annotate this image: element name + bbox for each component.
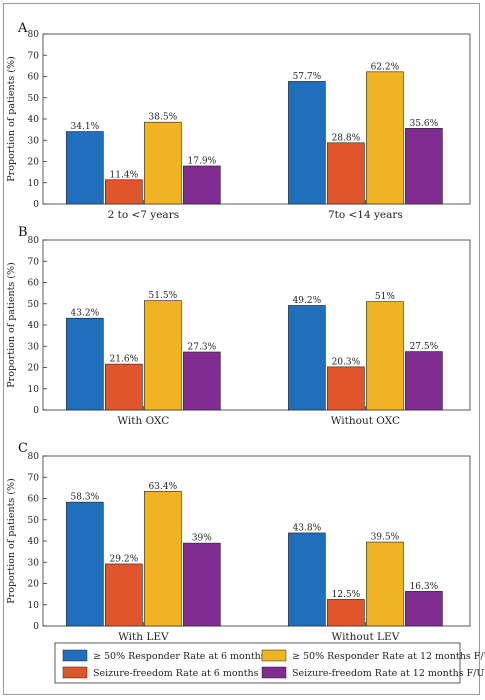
y-tick-label: 20 [28, 158, 40, 168]
y-tick-label: 20 [28, 580, 40, 590]
y-tick-label: 40 [28, 115, 40, 125]
category-label: Without LEV [331, 631, 399, 643]
y-tick-label: 70 [28, 51, 40, 61]
category-label: 7to <14 years [328, 209, 403, 221]
bar [66, 317, 104, 411]
panel-label: C [18, 441, 28, 456]
bar [405, 351, 443, 411]
bar-value-label: 28.8% [332, 133, 361, 143]
bar [288, 305, 326, 411]
y-tick-label: 80 [28, 30, 40, 40]
bar-value-label: 62.2% [371, 62, 400, 72]
y-tick-label: 10 [28, 179, 40, 189]
legend-label: Seizure-freedom Rate at 12 months F/U [292, 668, 484, 679]
bar [183, 351, 221, 411]
legend-swatch [261, 649, 287, 662]
legend-label: ≥ 50% Responder Rate at 6 months F/U [93, 651, 286, 662]
y-tick-label: 60 [28, 279, 40, 289]
y-tick-label: 30 [28, 136, 40, 146]
bar-value-label: 39.5% [371, 533, 400, 543]
bar [144, 121, 182, 205]
y-tick-label: 0 [33, 200, 39, 210]
bar-value-label: 12.5% [332, 590, 361, 600]
y-tick-label: 30 [28, 342, 40, 352]
bar-value-label: 58.3% [71, 493, 100, 503]
legend-swatch [62, 666, 88, 679]
bar [105, 179, 143, 205]
y-tick-label: 10 [28, 385, 40, 395]
bar [105, 563, 143, 627]
bar-value-label: 20.3% [332, 357, 361, 367]
bar [366, 541, 404, 627]
bar-value-label: 16.3% [410, 582, 439, 592]
y-tick-label: 10 [28, 601, 40, 611]
bar-value-label: 51.5% [149, 291, 178, 301]
bar [66, 131, 104, 205]
legend-label: Seizure-freedom Rate at 6 months F/U [93, 668, 279, 679]
bar-value-label: 49.2% [293, 296, 322, 306]
y-tick-label: 70 [28, 257, 40, 267]
bar [366, 71, 404, 205]
y-tick-label: 70 [28, 473, 40, 483]
bar-value-label: 21.6% [110, 355, 139, 365]
y-tick-label: 60 [28, 495, 40, 505]
y-tick-label: 50 [28, 300, 40, 310]
bar [288, 81, 326, 205]
bar-value-label: 43.8% [293, 523, 322, 533]
bar [327, 366, 365, 411]
bar-value-label: 11.4% [110, 170, 139, 180]
y-tick-label: 30 [28, 558, 40, 568]
y-tick-label: 40 [28, 537, 40, 547]
y-tick-label: 50 [28, 94, 40, 104]
y-axis-label: Proportion of patients (%) [6, 478, 17, 603]
bar-value-label: 63.4% [149, 482, 178, 492]
legend-label: ≥ 50% Responder Rate at 12 months F/U [292, 651, 485, 662]
panel-label: A [17, 21, 28, 36]
bar [327, 142, 365, 205]
bar [366, 301, 404, 411]
legend-swatch [62, 649, 88, 662]
y-tick-label: 80 [28, 236, 40, 246]
bar [144, 300, 182, 411]
y-tick-label: 50 [28, 516, 40, 526]
bar-value-label: 43.2% [71, 309, 100, 319]
category-label: With LEV [118, 631, 169, 643]
category-label: With OXC [117, 415, 169, 427]
legend-box [54, 642, 461, 684]
bar-value-label: 35.6% [410, 119, 439, 129]
y-axis-label: Proportion of patients (%) [6, 262, 17, 387]
bar-value-label: 39% [192, 534, 212, 544]
bar [327, 599, 365, 627]
bar [405, 128, 443, 205]
bar-value-label: 29.2% [110, 554, 139, 564]
bar-value-label: 27.5% [410, 342, 439, 352]
y-axis-label: Proportion of patients (%) [6, 56, 17, 181]
figure-frame [3, 3, 480, 695]
bar-value-label: 17.9% [188, 156, 217, 166]
bar [183, 542, 221, 627]
category-label: Without OXC [331, 415, 400, 427]
y-tick-label: 80 [28, 452, 40, 462]
y-tick-label: 40 [28, 321, 40, 331]
bar-value-label: 57.7% [293, 72, 322, 82]
bar [66, 501, 104, 627]
legend-swatch [261, 666, 287, 679]
bar-value-label: 38.5% [149, 113, 178, 123]
bar-value-label: 27.3% [188, 342, 217, 352]
category-label: 2 to <7 years [108, 209, 180, 221]
y-tick-label: 0 [33, 406, 39, 416]
bar [288, 532, 326, 627]
y-tick-label: 0 [33, 622, 39, 632]
bar [183, 165, 221, 205]
y-tick-label: 60 [28, 73, 40, 83]
bar-value-label: 51% [375, 292, 395, 302]
y-tick-label: 20 [28, 364, 40, 374]
panel-label: B [18, 225, 28, 240]
bar-value-label: 34.1% [71, 122, 100, 132]
bar [105, 363, 143, 411]
bar [144, 490, 182, 627]
bar [405, 591, 443, 627]
